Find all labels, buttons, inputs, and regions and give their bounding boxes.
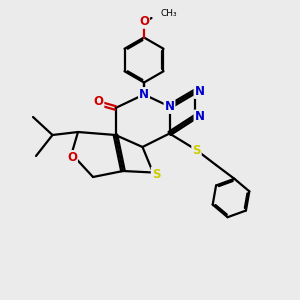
- Text: O: O: [67, 151, 77, 164]
- Text: O: O: [93, 95, 103, 109]
- Text: N: N: [139, 88, 149, 101]
- Text: N: N: [194, 85, 205, 98]
- Text: S: S: [152, 167, 160, 181]
- Text: N: N: [194, 110, 205, 124]
- Text: O: O: [139, 15, 149, 28]
- Text: CH₃: CH₃: [160, 9, 177, 18]
- Text: N: N: [164, 100, 175, 113]
- Text: N: N: [139, 89, 149, 103]
- Text: S: S: [192, 143, 201, 157]
